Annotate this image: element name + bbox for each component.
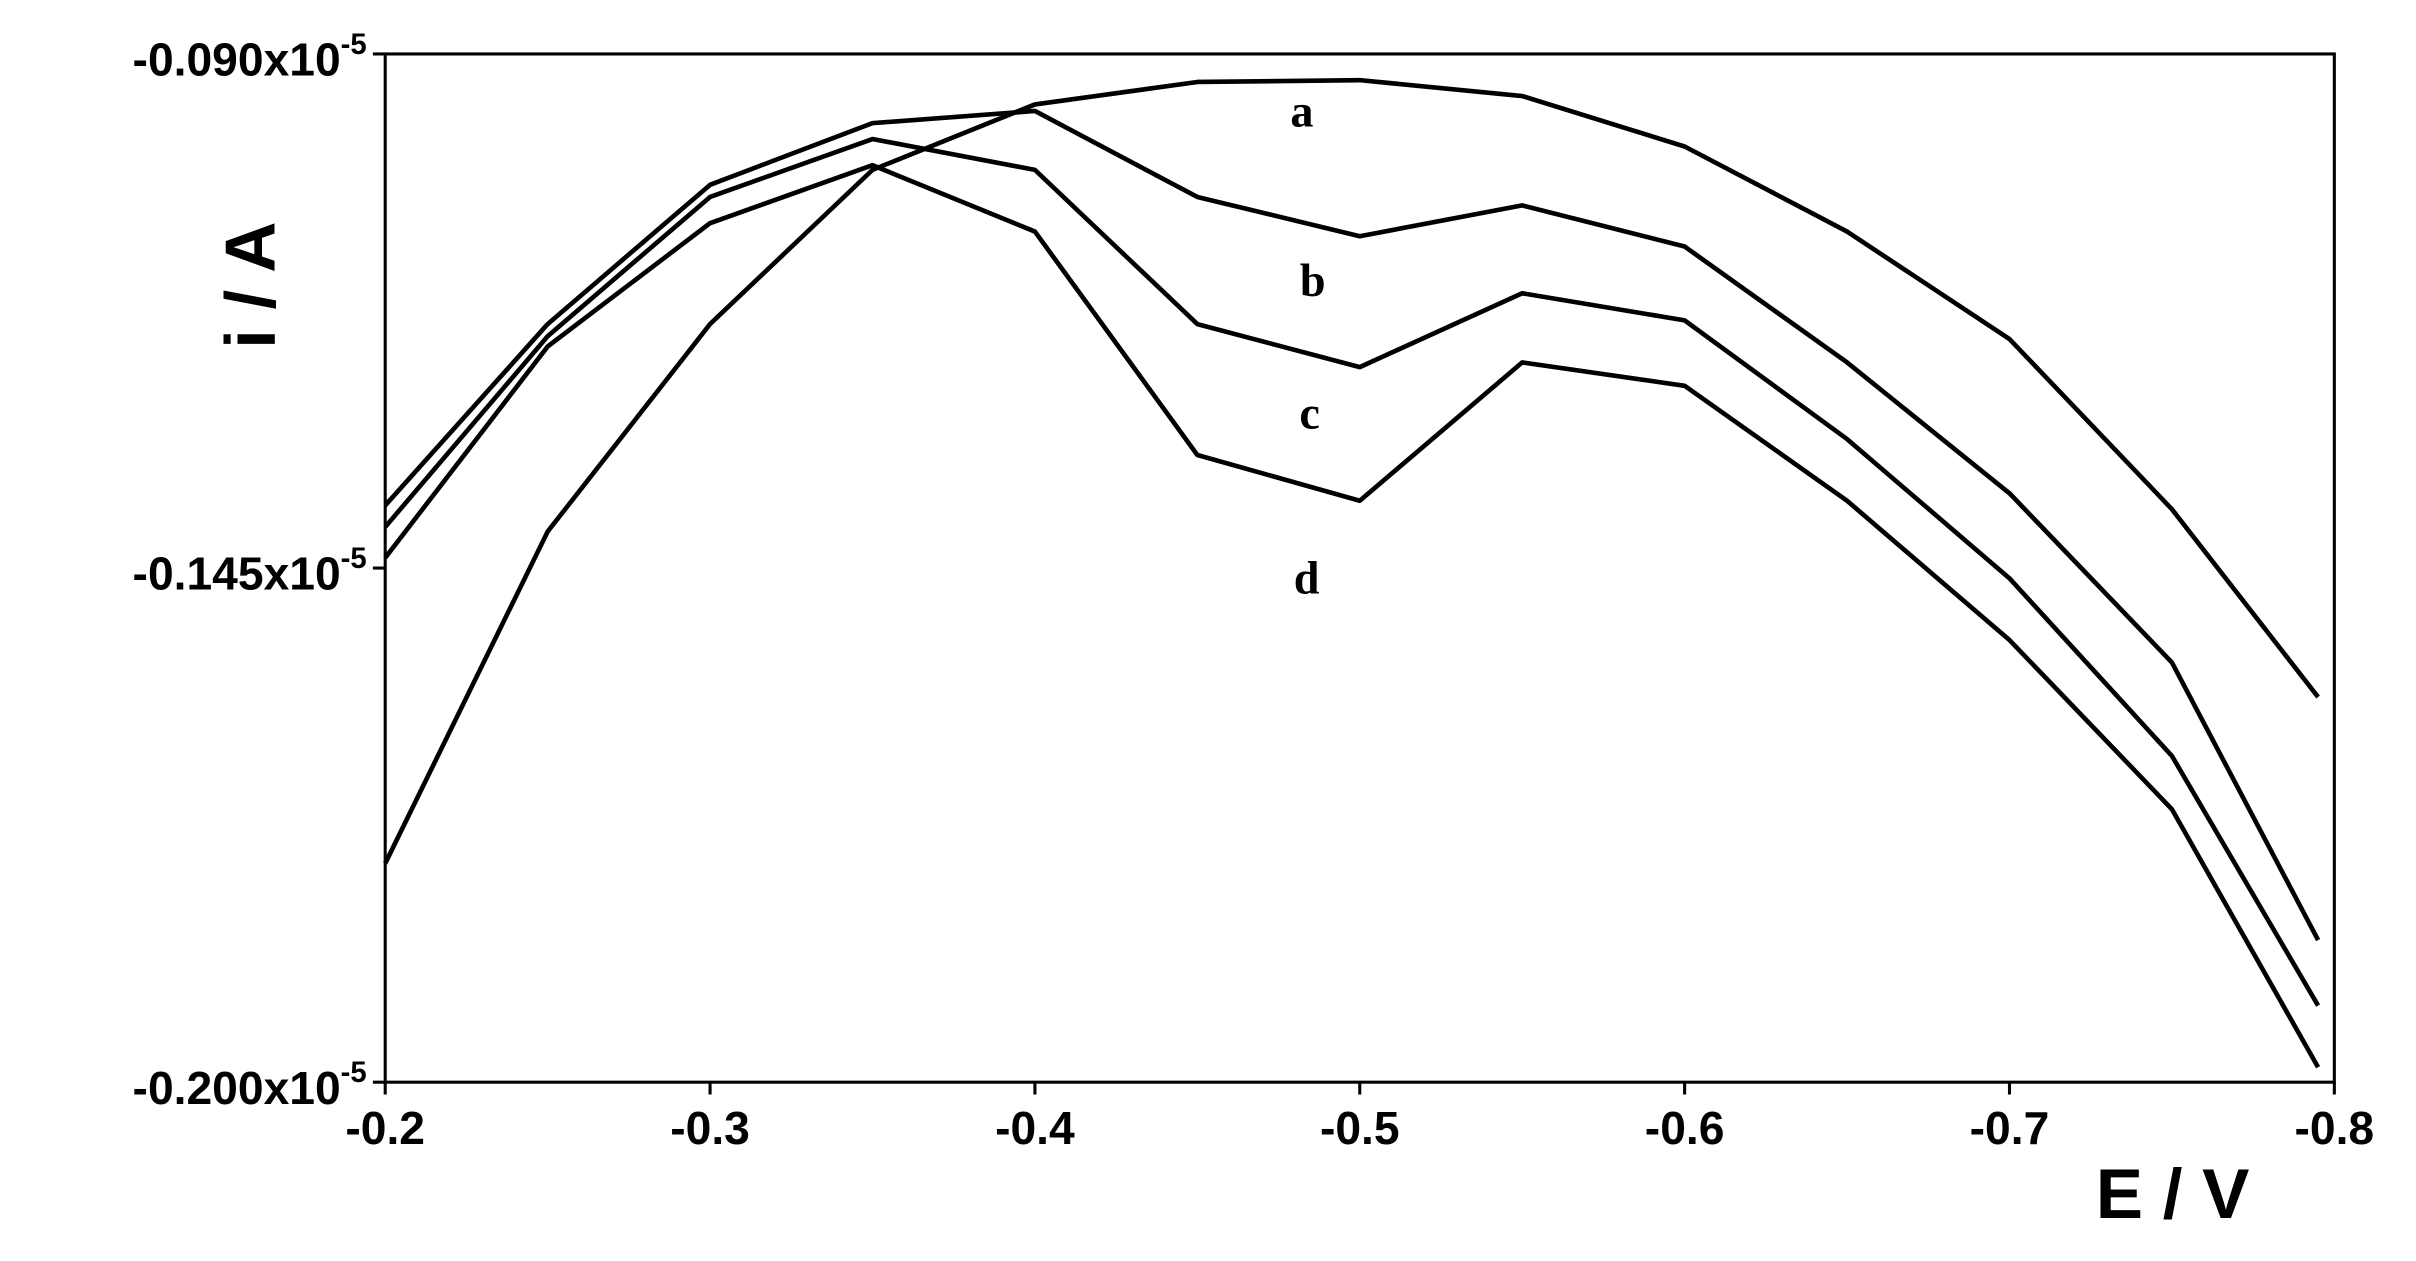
y-tick-label: -0.090x10-5 — [133, 28, 367, 86]
y-tick-label-text: -0.200x10 — [133, 1062, 341, 1114]
y-tick-label-text: -0.090x10 — [133, 34, 341, 86]
y-tick-label: -0.200x10-5 — [133, 1056, 367, 1114]
x-tick-label: -0.7 — [1970, 1102, 2050, 1154]
curve-label: c — [1299, 388, 1320, 439]
y-tick-label: -0.145x10-5 — [133, 542, 367, 600]
plot-frame — [383, 52, 2336, 1084]
data-line — [383, 108, 2321, 942]
curve-label: d — [1294, 552, 1320, 603]
curve-label: b — [1300, 255, 1326, 306]
y-tick-label-text: -0.145x10 — [133, 548, 341, 600]
y-tick-exponent: -5 — [341, 542, 367, 575]
x-tick-label: -0.2 — [345, 1102, 425, 1154]
y-axis-title: i / A — [211, 222, 290, 349]
y-tick-exponent: -5 — [341, 1056, 367, 1089]
x-axis-title: E / V — [2096, 1155, 2250, 1234]
x-tick-label: -0.5 — [1320, 1102, 1400, 1154]
y-tick-exponent: -5 — [341, 28, 367, 61]
x-tick-label: -0.3 — [670, 1102, 750, 1154]
data-line — [383, 77, 2320, 865]
curve-label: a — [1290, 85, 1313, 136]
x-tick-label: -0.6 — [1645, 1102, 1725, 1154]
x-tick-label: -0.4 — [995, 1102, 1075, 1154]
data-line — [383, 162, 2321, 1069]
x-tick-label: -0.8 — [2295, 1102, 2375, 1154]
data-line — [383, 136, 2321, 1007]
